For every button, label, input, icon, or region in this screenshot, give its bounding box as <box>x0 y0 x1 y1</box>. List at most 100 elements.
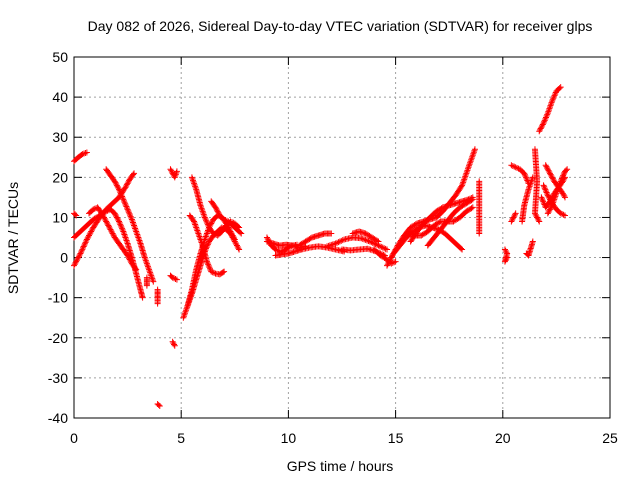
data-point <box>384 246 391 253</box>
data-point <box>119 193 126 200</box>
data-point <box>108 229 115 236</box>
data-point <box>549 96 556 103</box>
data-point <box>82 149 89 156</box>
data-point <box>205 261 212 268</box>
data-point <box>551 92 558 99</box>
data-point <box>469 204 476 211</box>
data-point <box>115 185 122 192</box>
data-point <box>76 251 83 258</box>
data-point <box>544 111 551 118</box>
grid <box>74 57 610 418</box>
data-point <box>90 206 97 213</box>
data-point <box>457 245 464 252</box>
data-point <box>116 218 123 225</box>
data-point <box>83 149 90 156</box>
data-point <box>231 238 238 245</box>
data-point <box>386 257 393 264</box>
data-point <box>211 269 218 276</box>
data-point <box>542 162 549 169</box>
data-point <box>544 166 551 173</box>
data-point <box>169 274 176 281</box>
data-point <box>523 174 530 181</box>
data-point <box>122 184 129 191</box>
data-point <box>548 203 555 210</box>
data-point <box>541 117 548 124</box>
data-point <box>511 211 518 218</box>
data-point <box>120 197 127 204</box>
data-point <box>220 225 227 232</box>
data-point <box>233 241 240 248</box>
data-point <box>118 192 125 199</box>
data-series <box>71 84 571 409</box>
data-point <box>116 187 123 194</box>
data-point <box>203 258 210 265</box>
data-point <box>80 243 87 250</box>
data-point <box>125 179 132 186</box>
data-point <box>86 231 93 238</box>
data-point <box>561 194 568 201</box>
data-point <box>114 183 121 190</box>
data-point <box>544 190 551 197</box>
data-point <box>119 225 126 232</box>
series-sat11 <box>167 272 180 283</box>
data-point <box>80 244 87 251</box>
series-sat37 <box>523 238 536 259</box>
data-point <box>391 247 398 254</box>
data-point <box>536 126 543 133</box>
data-point <box>156 402 163 409</box>
data-point <box>132 265 139 272</box>
data-point <box>74 255 81 262</box>
data-point <box>365 237 372 244</box>
data-point <box>543 189 550 196</box>
y-tick-label: -10 <box>48 290 68 306</box>
data-point <box>133 266 140 273</box>
data-point <box>563 167 570 174</box>
data-point <box>529 174 536 181</box>
data-point <box>99 211 106 218</box>
data-point <box>121 199 128 206</box>
data-point <box>123 183 130 190</box>
series-sat34 <box>508 210 519 225</box>
data-point <box>128 215 135 222</box>
data-point <box>544 164 551 171</box>
data-point <box>547 171 554 178</box>
data-point <box>119 194 126 201</box>
data-point <box>529 238 536 245</box>
data-point <box>125 253 132 260</box>
data-point <box>71 262 77 269</box>
y-tick-label: 50 <box>52 49 68 65</box>
series-sat16 <box>186 212 228 278</box>
data-point <box>549 174 556 181</box>
series-sat25 <box>349 228 382 245</box>
data-point <box>78 151 85 158</box>
y-tick-label: 40 <box>52 89 68 105</box>
data-point <box>209 269 216 276</box>
data-point <box>75 254 82 261</box>
data-point <box>84 235 91 242</box>
data-point <box>539 197 546 204</box>
data-point <box>336 238 343 245</box>
data-point <box>531 210 538 217</box>
data-point <box>117 222 124 229</box>
data-point <box>546 207 553 214</box>
data-point <box>508 218 515 225</box>
data-point <box>512 164 519 171</box>
data-point <box>86 232 93 239</box>
data-point <box>123 203 130 210</box>
data-point <box>391 249 398 256</box>
data-point <box>214 208 221 215</box>
data-point <box>521 171 528 178</box>
data-point <box>501 258 508 265</box>
data-point <box>264 235 271 242</box>
series-sat39 <box>536 84 564 135</box>
data-point <box>561 193 568 200</box>
series-sat31 <box>424 196 476 249</box>
data-point <box>543 113 550 120</box>
data-point <box>544 210 551 217</box>
data-point <box>542 188 549 195</box>
data-point <box>204 221 211 228</box>
data-point <box>100 213 107 220</box>
data-point <box>385 259 392 266</box>
data-point <box>231 237 238 244</box>
data-point <box>379 244 386 251</box>
